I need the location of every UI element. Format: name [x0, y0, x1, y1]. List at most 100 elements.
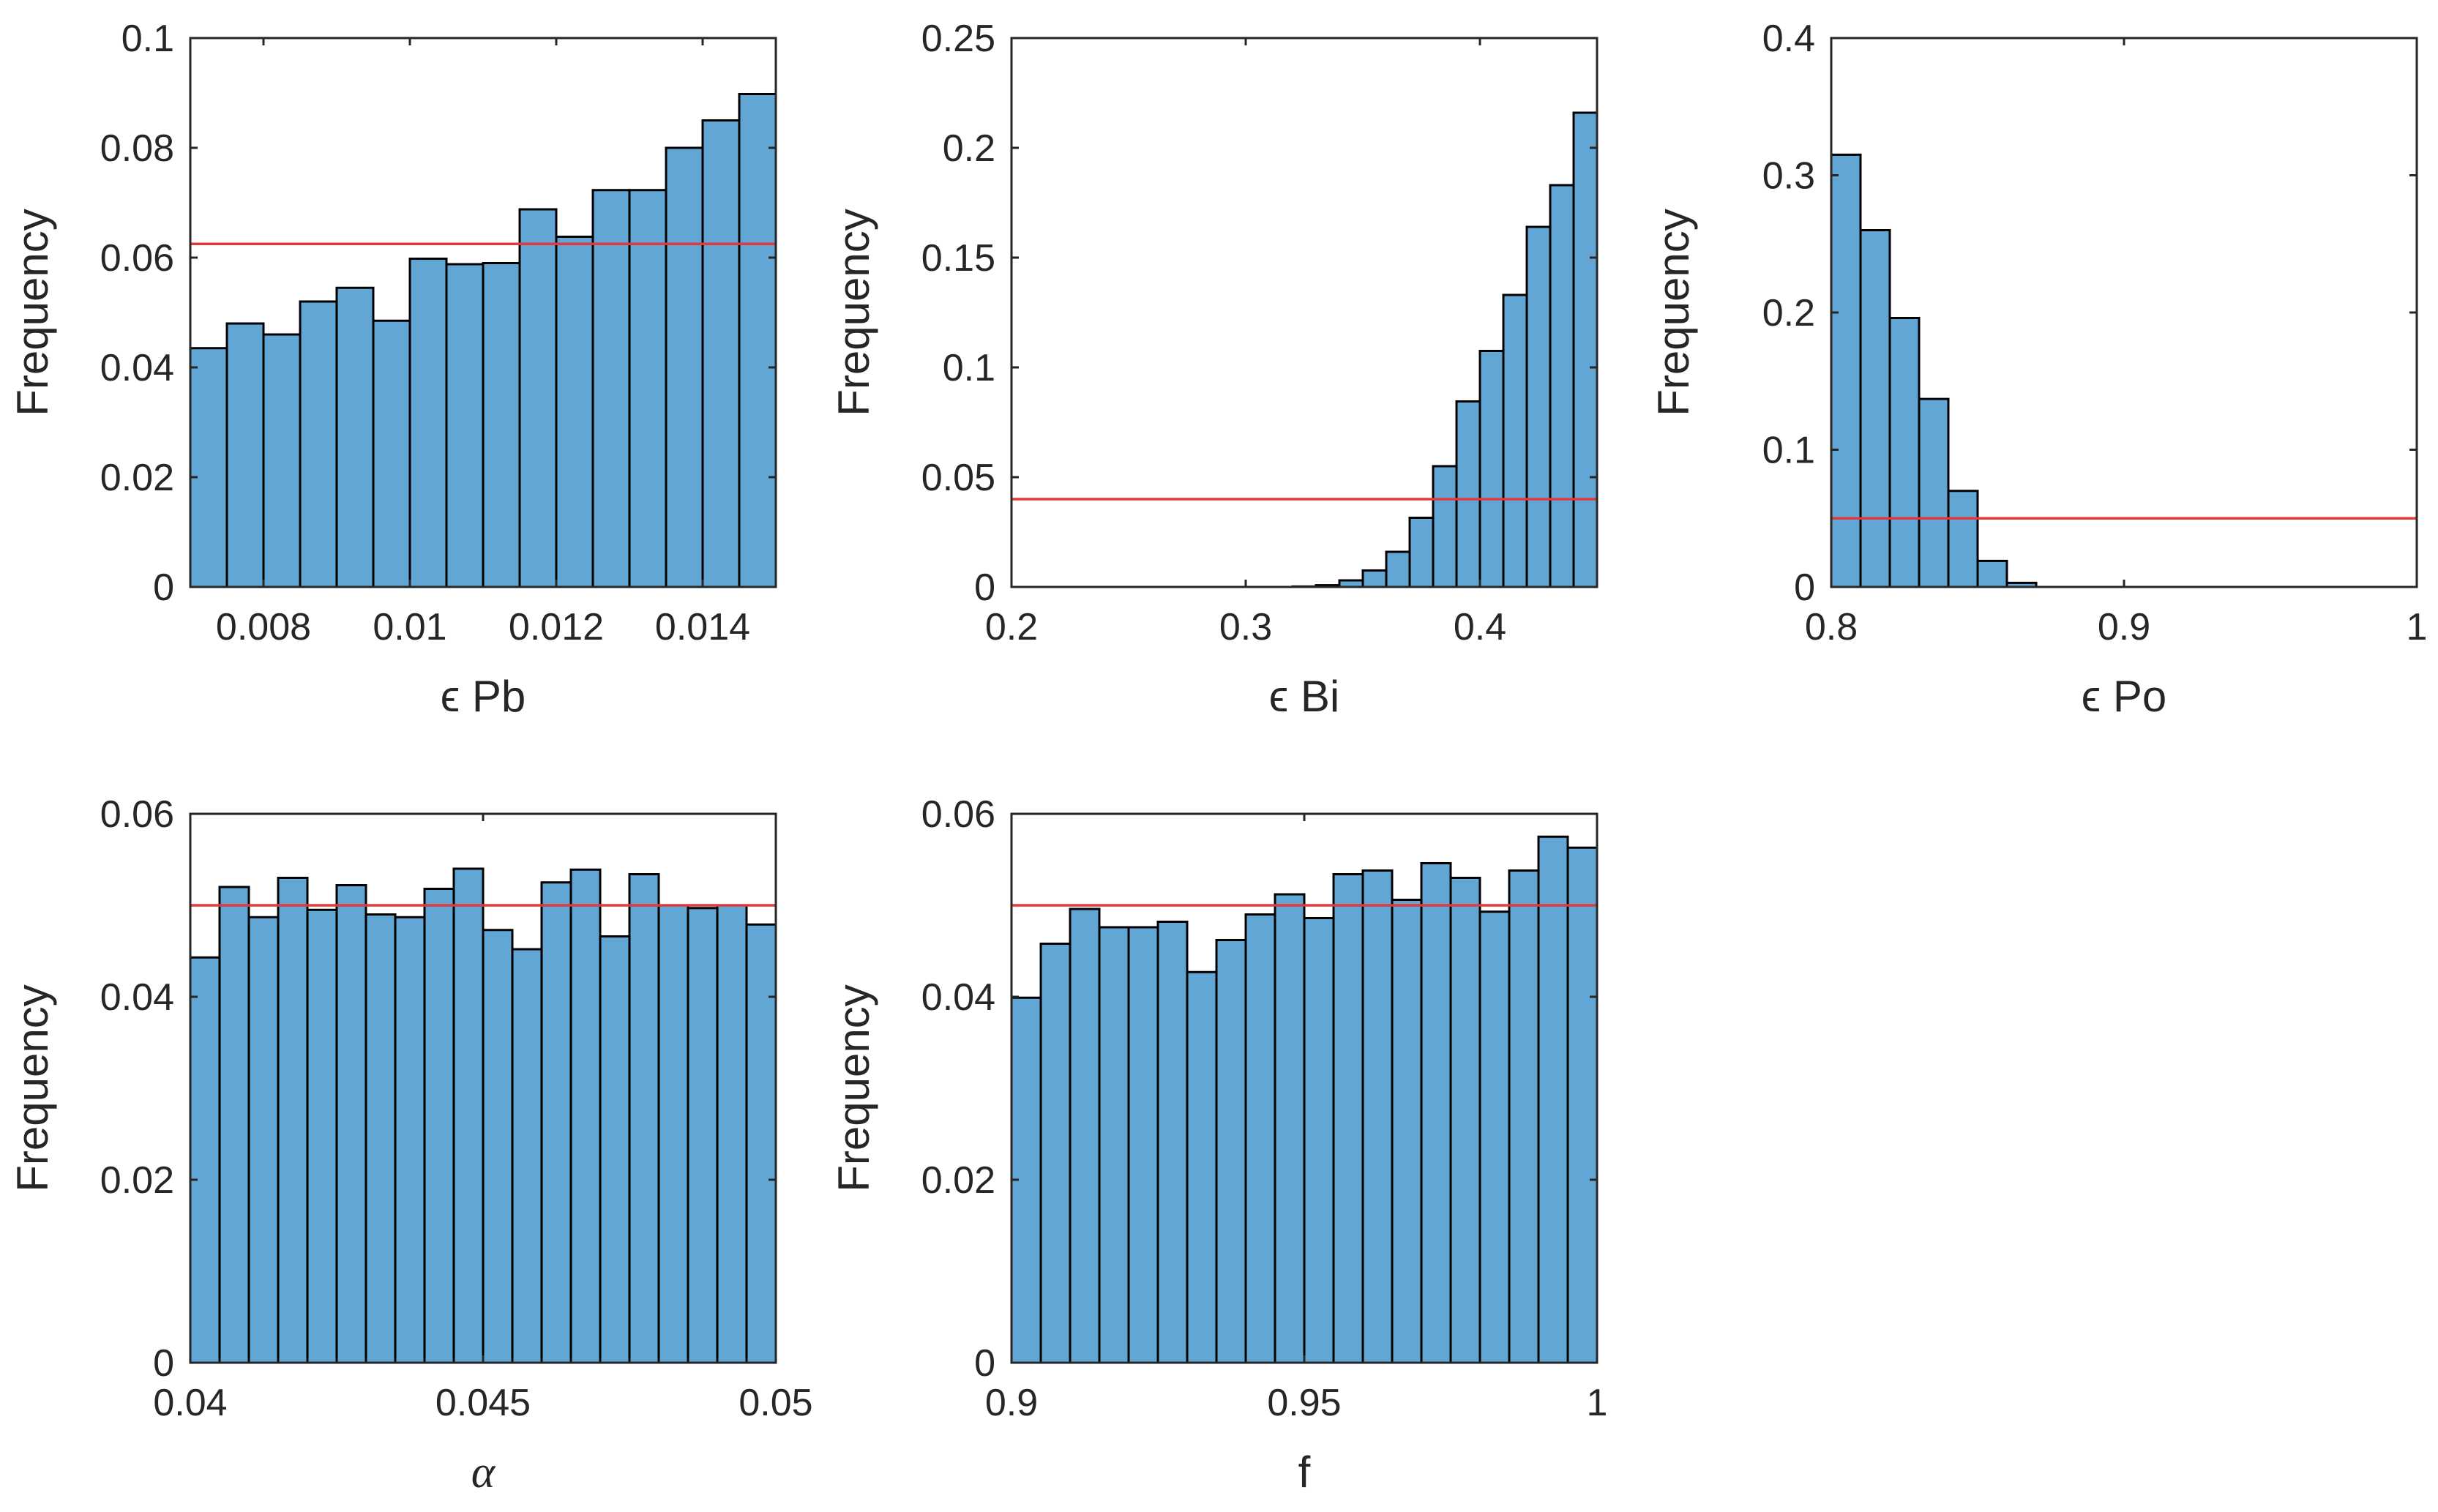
axes-border	[189, 37, 777, 588]
y-axis-title: Frequency	[829, 209, 878, 416]
x-tick-label: 0.9	[985, 1382, 1038, 1424]
histogram-bar	[225, 322, 265, 588]
histogram-bar	[569, 868, 602, 1364]
x-tick-label: 1	[2407, 606, 2428, 648]
histogram-bar	[716, 904, 748, 1364]
histogram-bar	[1186, 970, 1218, 1364]
histogram-bar	[335, 286, 375, 588]
histogram-bar	[1976, 559, 2008, 588]
y-tick-label: 0	[974, 1342, 995, 1385]
y-tick-label: 0.1	[121, 18, 174, 60]
y-tick-label: 0.04	[921, 976, 995, 1019]
histogram-bar	[1274, 893, 1306, 1364]
histogram-bar	[599, 935, 631, 1364]
y-tick-label: 0.15	[921, 237, 995, 280]
y-tick-label: 0.02	[921, 1159, 995, 1202]
histogram-bar	[482, 929, 514, 1364]
histogram-bar	[1572, 111, 1598, 588]
histogram-bar	[1385, 550, 1411, 588]
histogram-bar	[1332, 873, 1364, 1364]
y-axis-title: Frequency	[8, 209, 57, 416]
y-tick-label: 0.25	[921, 18, 995, 60]
histogram-bar	[540, 881, 572, 1364]
histogram-bar	[701, 119, 741, 588]
histogram-bar	[277, 877, 309, 1364]
histogram-bar	[1947, 490, 1979, 588]
y-tick-label: 0.06	[100, 793, 174, 836]
histogram-bar	[1039, 943, 1072, 1364]
x-axis-title: α	[471, 1448, 496, 1497]
y-tick-label: 0.02	[100, 1159, 174, 1202]
histogram-bar	[408, 258, 448, 588]
y-tick-label: 0.06	[921, 793, 995, 836]
histogram-bar	[1156, 921, 1189, 1364]
histogram-bar	[262, 333, 302, 588]
histogram-bar	[1566, 846, 1598, 1364]
axes-border	[1010, 37, 1598, 588]
y-tick-label: 0.06	[100, 237, 174, 280]
subplot-3: 0.8 0.9 1 0 0.1 0.2 0.3 0.4 ϵ Po Frequency	[1649, 18, 2427, 721]
x-axis-title: ϵ Bi	[1269, 672, 1340, 721]
histogram-bar	[1502, 293, 1528, 588]
histogram-bar	[189, 956, 221, 1364]
x-tick-label: 0.2	[985, 606, 1038, 648]
histogram-bar	[1537, 835, 1569, 1364]
histogram-bar	[1918, 397, 1950, 588]
x-axis-title: ϵ Pb	[441, 672, 526, 721]
histogram-bar	[1215, 939, 1247, 1364]
y-tick-label: 0	[1794, 566, 1815, 609]
histogram-bar	[423, 888, 455, 1364]
histogram-bar	[1303, 917, 1335, 1364]
y-tick-label: 0.04	[100, 976, 174, 1019]
x-tick-label: 0.4	[1454, 606, 1506, 648]
histogram-bar	[1449, 877, 1481, 1364]
histogram-bar	[1549, 184, 1575, 588]
histogram-bar	[247, 916, 280, 1364]
histogram-bar	[1478, 910, 1511, 1364]
histogram-bar	[1508, 869, 1540, 1364]
y-axis-title: Frequency	[8, 984, 57, 1191]
histogram-bar	[1420, 862, 1452, 1364]
histogram-bar	[445, 263, 485, 588]
x-tick-label: 0.014	[655, 606, 750, 648]
x-tick-label: 0.3	[1219, 606, 1272, 648]
x-tick-label: 0.045	[435, 1382, 531, 1424]
y-tick-label: 0.1	[1762, 430, 1815, 472]
x-tick-label: 0.95	[1267, 1382, 1341, 1424]
histogram-bar	[1455, 400, 1481, 588]
histogram-bar	[1127, 926, 1159, 1364]
histogram-bar	[299, 300, 338, 588]
x-axis-title: ϵ Po	[2082, 672, 2167, 721]
histogram-bar	[555, 236, 594, 588]
y-tick-label: 0	[974, 566, 995, 609]
y-axis-title: Frequency	[829, 984, 878, 1191]
histogram-bar	[1830, 153, 1862, 588]
histogram-bar	[189, 347, 228, 588]
x-tick-label: 0.05	[738, 1382, 812, 1424]
y-tick-label: 0	[153, 1342, 174, 1385]
y-tick-label: 0.08	[100, 127, 174, 170]
x-tick-label: 0.8	[1805, 606, 1858, 648]
subplot-5: 0.9 0.95 1 0 0.02 0.04 0.06 f Frequency	[829, 793, 1607, 1497]
y-tick-label: 0.02	[100, 457, 174, 499]
histogram-bar	[1408, 517, 1435, 588]
x-tick-label: 0.04	[153, 1382, 227, 1424]
histogram-bar	[511, 948, 543, 1364]
y-tick-label: 0.4	[1762, 18, 1815, 60]
histogram-bar	[628, 189, 668, 588]
histogram-bar	[1069, 907, 1101, 1364]
y-tick-label: 0.2	[1762, 292, 1815, 334]
histogram-bar	[1361, 569, 1388, 588]
histogram-bar	[452, 867, 485, 1364]
histogram-bar	[738, 93, 777, 588]
histogram-bar	[482, 262, 521, 588]
histogram-bar	[306, 908, 338, 1364]
histogram-bar	[518, 208, 558, 588]
histogram-bar	[665, 146, 704, 588]
histogram-bar	[1361, 869, 1394, 1364]
x-tick-label: 0.01	[373, 606, 446, 648]
subplot-4: 0.04 0.045 0.05 0 0.02 0.04 0.06 α Frequency	[8, 793, 813, 1497]
subplot-1: 0.008 0.01 0.012 0.014 0 0.02 0.04 0.06 0.08 0.1 ϵ…	[8, 18, 777, 721]
y-tick-label: 0.3	[1762, 155, 1815, 198]
histogram-bar	[1478, 350, 1505, 588]
